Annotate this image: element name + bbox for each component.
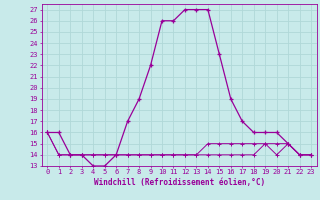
- X-axis label: Windchill (Refroidissement éolien,°C): Windchill (Refroidissement éolien,°C): [94, 178, 265, 187]
